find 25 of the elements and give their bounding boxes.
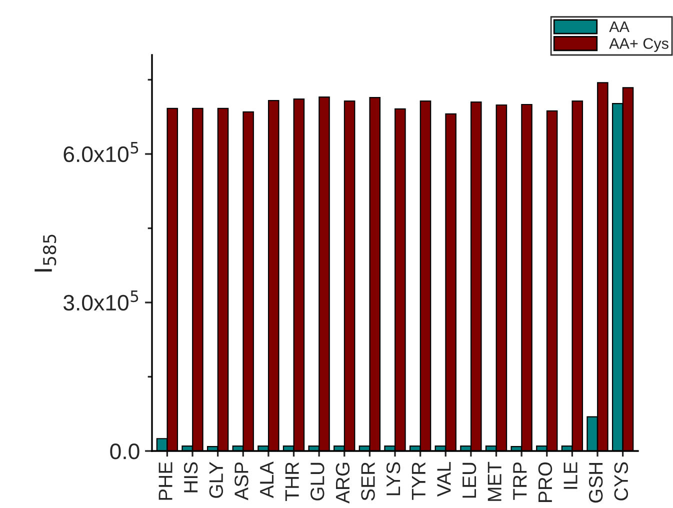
x-tick-label: TRP <box>513 462 527 500</box>
y-tick-label: 6.0x10$^{5}$ <box>64 142 138 162</box>
x-tick-label: ALA <box>260 461 274 498</box>
x-tick-label: ARG <box>336 462 350 504</box>
x-tick-label: GLU <box>310 462 324 500</box>
x-tick-label: LEU <box>462 462 476 498</box>
x-tick-label: MET <box>488 462 502 501</box>
x-tick-label: GSH <box>588 463 603 503</box>
y-tick-label: 0.0 <box>110 444 140 460</box>
legend-label: AA <box>609 21 630 32</box>
y-axis-title: I$_{585}$ <box>34 234 56 272</box>
y-tick-label: 3.0x10$^{5}$ <box>63 290 138 311</box>
x-tick-label: TYR <box>412 462 426 500</box>
x-tick-label: PHE <box>158 462 172 500</box>
x-tick-label: GLY <box>209 462 224 498</box>
x-tick-label: SER <box>361 462 375 501</box>
x-tick-label: VAL <box>437 462 451 497</box>
x-tick-label: ASP <box>234 462 248 500</box>
x-tick-label: LYS <box>386 462 400 496</box>
x-tick-label: HIS <box>184 462 198 492</box>
legend-label: AA+ Cys <box>609 38 668 52</box>
x-tick-label: THR <box>285 462 299 501</box>
x-tick-label: CYS <box>614 462 628 500</box>
x-tick-label: ILE <box>564 462 578 489</box>
x-tick-label: PRO <box>538 462 552 502</box>
